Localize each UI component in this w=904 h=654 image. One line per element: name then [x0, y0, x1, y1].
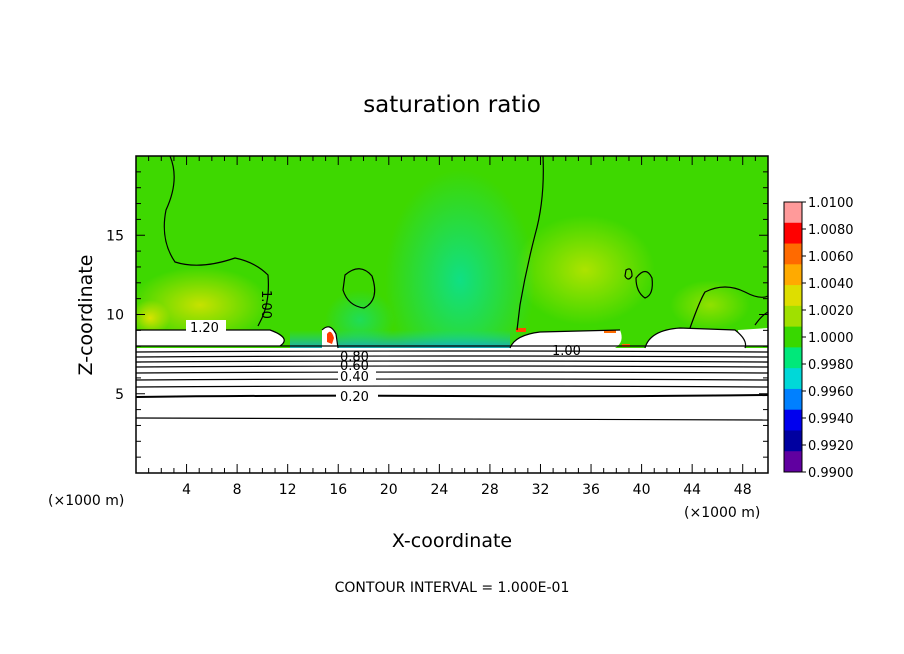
colorbar-swatch — [784, 409, 802, 431]
contour-1.00-upper-right — [689, 286, 768, 329]
colorbar-swatch — [784, 347, 802, 369]
colorbar-label: 1.0040 — [808, 277, 854, 292]
colorbar-swatch — [784, 285, 802, 307]
x-tick-label: 36 — [582, 482, 600, 498]
x-unit-right: (×1000 m) — [684, 505, 760, 521]
colorbar-swatch — [784, 264, 802, 286]
heatmap-blue-band — [290, 330, 510, 350]
contour-closed — [342, 268, 376, 309]
contour-level — [136, 371, 768, 374]
y-tick-label: 10 — [106, 308, 124, 324]
heatmap-yellow-patch — [136, 300, 170, 336]
contour-1.00-right — [516, 156, 544, 331]
contour-level — [136, 355, 768, 358]
cloud-region — [510, 330, 622, 348]
colorbar-label: 1.0060 — [808, 250, 854, 265]
colorbar-label: 0.9900 — [808, 466, 854, 481]
contour-1.00-edge — [754, 311, 768, 326]
x-tick-label: 44 — [683, 482, 701, 498]
contour-label: 1.00 — [552, 344, 581, 359]
heatmap-red-spot — [604, 330, 616, 333]
cloud-region — [136, 330, 285, 346]
contour-level — [136, 417, 768, 421]
x-tick-label: 12 — [279, 482, 297, 498]
contour-lines — [136, 156, 768, 421]
colorbar-label: 0.9940 — [808, 412, 854, 427]
colorbar-swatch — [784, 222, 802, 245]
colorbar-label: 0.9960 — [808, 385, 854, 400]
contour-interval-note: CONTOUR INTERVAL = 1.000E-01 — [335, 580, 570, 596]
colorbar-label: 1.0020 — [808, 304, 854, 319]
y-axis-label: Z-coordinate — [75, 255, 97, 376]
contour-level — [136, 385, 768, 388]
plot-area: 1.20 1.00 1.00 0.80 0.60 0.40 0.20 — [136, 156, 768, 473]
contour-level-thick — [136, 394, 768, 398]
cloud-region — [645, 328, 746, 348]
x-axis-label: X-coordinate — [392, 530, 512, 552]
contour-label: 0.40 — [340, 370, 369, 385]
colorbar-label: 1.0080 — [808, 223, 854, 238]
colorbar-swatch — [784, 243, 802, 265]
heatmap-yellow-patch — [136, 267, 270, 343]
colorbar-swatch — [784, 202, 802, 224]
contour-level — [136, 365, 768, 368]
colorbar-swatch — [784, 451, 802, 473]
x-tick-label: 28 — [481, 482, 499, 498]
contour-level — [136, 360, 768, 363]
contour-label: 0.80 — [340, 350, 369, 365]
chart-title: saturation ratio — [363, 92, 541, 118]
x-unit-left: (×1000 m) — [48, 493, 124, 509]
contour-label: 1.00 — [258, 290, 273, 319]
contour-label: 1.20 — [190, 321, 219, 336]
contour-level — [136, 350, 768, 353]
colorbar-swatch — [784, 368, 802, 390]
x-tick-label: 4 — [182, 482, 191, 498]
contour-label-bg — [338, 370, 376, 383]
colorbar-swatch — [784, 388, 802, 411]
heatmap-red-spot — [327, 331, 334, 344]
x-axis: 4 8 12 16 20 24 28 32 36 40 44 48 — [148, 156, 756, 498]
x-tick-label: 24 — [430, 482, 448, 498]
x-tick-label: 48 — [734, 482, 752, 498]
x-tick-label: 16 — [329, 482, 347, 498]
contour-cloudtop — [321, 326, 339, 349]
colorbar: 1.0100 1.0080 1.0060 1.0040 1.0020 1.0000 0.99… — [783, 196, 854, 481]
contour-1.00-left — [163, 156, 269, 327]
x-tick-label: 20 — [380, 482, 398, 498]
contour-cloudtop — [644, 327, 747, 349]
contour-cloudtop — [136, 329, 285, 347]
colorbar-swatch — [784, 326, 802, 348]
contour-label-bg — [186, 320, 226, 334]
colorbar-swatch — [784, 305, 802, 328]
contour-label-bg — [336, 390, 378, 403]
x-tick-label: 32 — [532, 482, 550, 498]
y-tick-label: 15 — [106, 228, 124, 244]
contour-closed — [624, 268, 633, 280]
cloud-region — [136, 348, 768, 473]
y-tick-label: 5 — [115, 387, 124, 403]
contour-label: 0.20 — [340, 390, 369, 405]
heatmap-yellow-patch — [670, 280, 750, 330]
colorbar-label: 0.9920 — [808, 439, 854, 454]
y-axis: 5 10 15 — [106, 171, 768, 458]
colorbar-label: 0.9980 — [808, 358, 854, 373]
x-tick-label: 8 — [233, 482, 242, 498]
colorbar-label: 1.0100 — [808, 196, 854, 211]
contour-level — [136, 378, 768, 381]
x-tick-label: 40 — [633, 482, 651, 498]
heatmap-red-spot — [516, 328, 526, 332]
colorbar-swatch — [784, 430, 802, 452]
contour-closed — [635, 270, 653, 299]
heatmap-yellow-patch — [515, 215, 655, 325]
colorbar-label: 1.0000 — [808, 331, 854, 346]
